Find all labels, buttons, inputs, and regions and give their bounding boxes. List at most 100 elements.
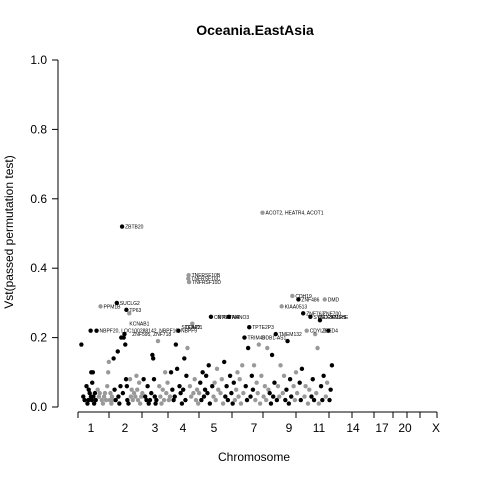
x-tick-label: 2 [122, 421, 129, 435]
data-point [152, 394, 157, 399]
data-point [153, 401, 158, 406]
data-point [312, 331, 318, 337]
data-point [117, 401, 122, 406]
data-point [223, 394, 228, 399]
data-point [262, 383, 268, 389]
data-point [106, 359, 112, 365]
data-point [141, 377, 146, 382]
data-point [245, 345, 251, 351]
data-point [259, 373, 264, 378]
data-point [87, 390, 92, 396]
data-point [109, 394, 115, 399]
data-point [178, 390, 183, 396]
data-point [318, 383, 324, 389]
gene-annotation: ZNF700 [323, 311, 341, 317]
data-point [283, 397, 288, 403]
data-point [93, 397, 98, 403]
data-point [266, 387, 271, 392]
data-point [263, 397, 269, 403]
data-point [91, 401, 97, 406]
gene-annotation: STEAP2 [181, 325, 200, 331]
data-point [123, 377, 129, 382]
data-point [149, 390, 154, 396]
data-point [98, 304, 103, 309]
data-point [322, 297, 327, 302]
data-point [260, 210, 265, 215]
gene-annotation: TMLHE [331, 315, 349, 321]
data-point [133, 394, 138, 399]
x-tick-label: 17 [375, 421, 389, 435]
y-tick-label: 0.2 [30, 331, 47, 345]
data-point [281, 373, 287, 378]
data-point [303, 383, 308, 389]
data-point [193, 397, 199, 403]
data-point [199, 397, 204, 403]
data-point [187, 383, 193, 389]
data-point [310, 377, 315, 382]
data-point [285, 338, 290, 344]
data-point [105, 370, 111, 375]
y-axis-label: Vst(passed permutation test) [2, 155, 16, 308]
x-tick-label: 20 [398, 421, 412, 435]
data-point [188, 394, 194, 399]
data-point [208, 314, 214, 319]
data-point [211, 394, 216, 399]
data-point [243, 383, 248, 389]
data-point [326, 328, 331, 333]
gene-annotation: KIAA0513 [285, 304, 308, 310]
data-point [192, 377, 197, 382]
data-point [302, 394, 307, 399]
data-point [85, 401, 90, 406]
data-point [213, 397, 218, 403]
data-point [144, 397, 149, 403]
data-point [170, 387, 175, 392]
x-tick-label: 11 [313, 421, 326, 435]
gene-annotation: TP63 [129, 308, 141, 314]
data-point [184, 373, 189, 378]
data-point [248, 394, 253, 399]
gene-annotation: CDYL2 [310, 329, 326, 335]
data-point [139, 394, 144, 399]
data-point [125, 397, 130, 403]
data-point [177, 383, 182, 389]
x-tick-label: 1 [88, 421, 95, 435]
y-axis: 0.0 0.2 0.4 0.6 0.8 1.0 [30, 53, 59, 414]
data-point [95, 387, 100, 392]
data-point [90, 370, 96, 375]
data-point [205, 390, 210, 396]
data-point [120, 390, 126, 396]
data-point [94, 328, 99, 333]
data-point [100, 401, 106, 406]
data-point [251, 363, 257, 368]
x-tick-label: 9 [286, 421, 293, 435]
data-point [308, 314, 313, 319]
data-point [296, 297, 301, 302]
data-point [136, 380, 142, 385]
data-point [123, 342, 128, 347]
data-point [151, 377, 157, 382]
data-point [257, 401, 263, 406]
data-point [122, 331, 127, 337]
data-point [256, 342, 262, 347]
data-point [182, 356, 187, 361]
gene-annotation: SYNCRIP [313, 315, 336, 321]
x-tick-label: 4 [180, 421, 187, 435]
x-tick-label: 5 [211, 421, 218, 435]
data-point [172, 394, 177, 399]
gene-annotation: TNFRSF10D [192, 280, 221, 286]
data-point [140, 390, 145, 396]
data-point [130, 397, 135, 403]
data-point [219, 377, 225, 382]
data-point [79, 342, 84, 347]
data-point [84, 383, 89, 389]
data-point [250, 387, 256, 392]
data-point [185, 345, 190, 351]
data-point [222, 359, 227, 365]
gene-annotation: ZNF763 [306, 311, 324, 317]
data-point [304, 328, 309, 333]
data-point [216, 387, 221, 392]
data-point [127, 377, 133, 382]
data-point [161, 397, 167, 403]
y-tick-label: 1.0 [30, 53, 47, 67]
data-point [112, 387, 117, 392]
